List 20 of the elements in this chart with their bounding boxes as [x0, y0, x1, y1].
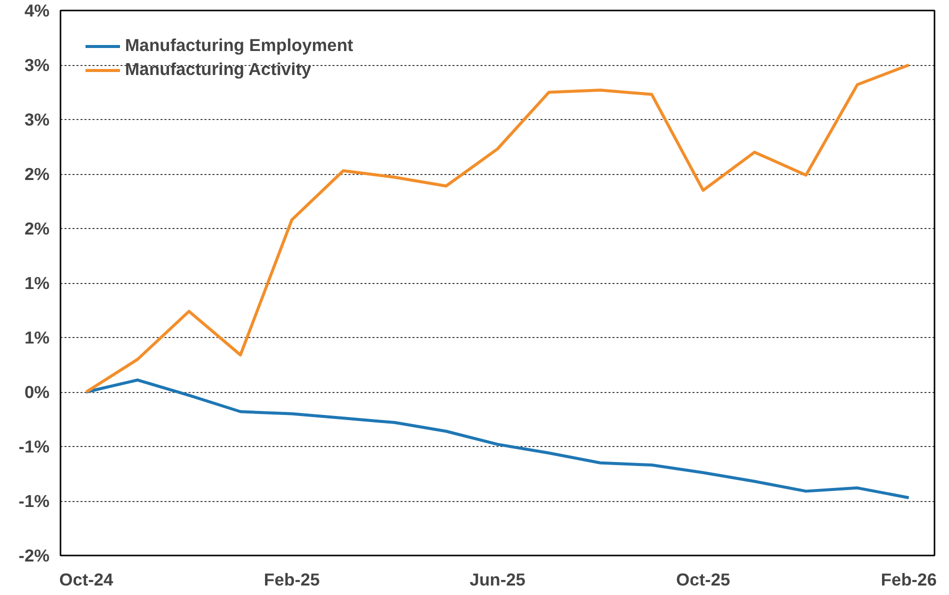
y-tick-label: -1% — [18, 491, 50, 511]
legend-label: Manufacturing Activity — [125, 59, 312, 80]
x-tick-label: Feb-25 — [264, 570, 320, 590]
y-tick-label: -2% — [18, 546, 50, 566]
x-tick-label: Feb-26 — [880, 570, 938, 590]
y-tick-label: -1% — [18, 436, 50, 456]
x-tick-label: Jun-25 — [470, 570, 526, 590]
y-tick-label: 4% — [24, 0, 50, 20]
y-tick-label: 3% — [24, 55, 50, 75]
y-tick-label: 2% — [24, 218, 50, 238]
line-series — [84, 378, 910, 500]
y-tick-label: 3% — [24, 110, 50, 130]
x-tick-label: Oct-25 — [676, 570, 730, 590]
line-series — [84, 64, 910, 394]
x-tick-label: Oct-24 — [59, 570, 114, 590]
legend-label: Manufacturing Employment — [125, 35, 354, 56]
y-tick-label: 1% — [24, 328, 50, 348]
y-tick-label: 2% — [24, 164, 50, 184]
y-tick-label: 1% — [24, 273, 50, 293]
y-tick-label: 0% — [24, 382, 50, 402]
